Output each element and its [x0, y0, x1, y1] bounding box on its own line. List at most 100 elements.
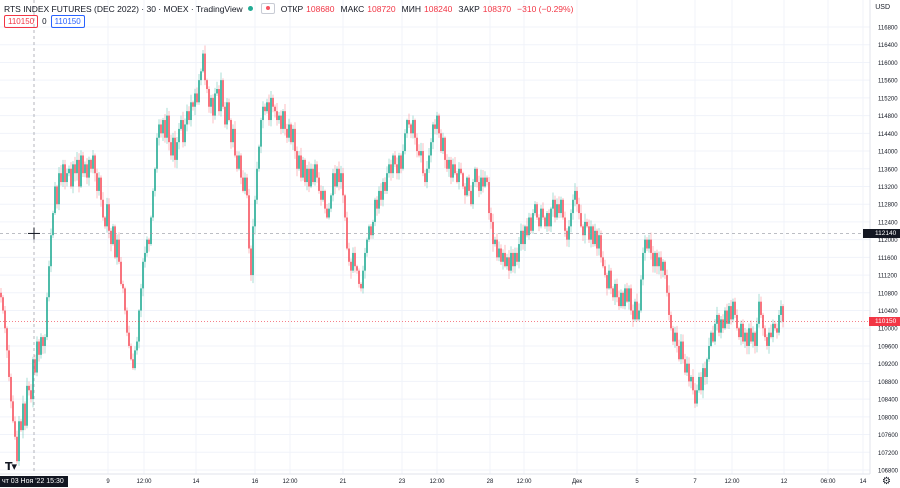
time-tick-label: 7	[693, 479, 697, 485]
candle-body	[254, 199, 256, 227]
candle-body	[230, 120, 232, 143]
candle-body	[734, 301, 736, 315]
price-tick-label: 116800	[878, 26, 898, 32]
candle-body	[292, 128, 294, 143]
candle-body	[670, 314, 672, 329]
candle-body	[168, 115, 170, 143]
candle-body	[626, 288, 628, 302]
candle-body	[362, 270, 364, 289]
candle-body	[610, 270, 612, 289]
candle-body	[294, 128, 296, 152]
candle-body	[546, 213, 548, 227]
time-tick-label: 12	[781, 479, 788, 485]
time-axis[interactable]: 9 12:00 14 16 12:00 21 23 12:00 28 12:00 Дек 5 7 12:0…	[0, 473, 870, 485]
candle-body	[196, 93, 198, 103]
candle-body	[160, 124, 162, 134]
candle-body	[534, 204, 536, 214]
candle-body	[636, 301, 638, 320]
visibility-toggle-icon[interactable]	[260, 3, 275, 14]
candle-body	[150, 217, 152, 245]
gear-icon[interactable]: ⚙	[882, 476, 891, 487]
candle-body	[496, 239, 498, 258]
candle-body	[156, 137, 158, 169]
crosshair-time-badge: чт 03 Ноя '22 15:30	[0, 476, 68, 487]
candle-body	[736, 314, 738, 329]
candle-body	[158, 124, 160, 138]
candle-body	[418, 151, 420, 156]
time-tick-label: 06:00	[820, 479, 836, 485]
open-label: ОТКР	[280, 3, 304, 14]
candle-body	[690, 376, 692, 382]
candle-body	[440, 133, 442, 152]
market-status-dot	[247, 6, 253, 11]
candle-body	[722, 319, 724, 329]
time-tick-label: 12:00	[282, 479, 298, 485]
candle-body	[504, 252, 506, 267]
candle-body	[434, 124, 436, 129]
candle-body	[10, 376, 12, 402]
candle-body	[264, 106, 266, 112]
buy-button[interactable]: 110150	[50, 15, 85, 28]
candle-body	[86, 164, 88, 178]
candle-body	[256, 168, 258, 200]
candle-body	[252, 226, 254, 276]
candle-body	[68, 168, 70, 174]
candle-body	[624, 288, 626, 307]
sell-button[interactable]: 110150	[4, 15, 39, 28]
candles-layer	[0, 45, 784, 466]
currency-label[interactable]: USD	[875, 4, 890, 11]
candle-body	[694, 390, 696, 404]
price-tick-label: 113600	[878, 167, 898, 173]
candle-body	[700, 376, 702, 391]
candle-body	[282, 111, 284, 129]
candle-body	[120, 261, 122, 284]
candle-body	[276, 111, 278, 121]
time-tick-label: 14	[860, 479, 867, 485]
candle-body	[390, 164, 392, 174]
candle-body	[726, 310, 728, 324]
candle-body	[266, 102, 268, 112]
candle-body	[342, 173, 344, 196]
price-axis[interactable]: 116800 116400 116000 115600 115200 114800 1144…	[869, 0, 899, 475]
candle-body	[190, 102, 192, 121]
candle-body	[170, 142, 172, 156]
candle-body	[704, 368, 706, 377]
candle-body	[672, 328, 674, 342]
candle-body	[50, 235, 52, 267]
candle-body	[244, 177, 246, 191]
candle-body	[776, 328, 778, 333]
candle-body	[500, 248, 502, 262]
candle-body	[638, 310, 640, 320]
candle-body	[400, 155, 402, 169]
candle-body	[590, 226, 592, 240]
candle-body	[180, 120, 182, 129]
candle-body	[570, 213, 572, 227]
time-tick-label: 14	[193, 479, 200, 485]
tradingview-logo-icon[interactable]: T▾	[5, 460, 17, 473]
candle-body	[358, 270, 360, 284]
candle-body	[482, 177, 484, 187]
candle-body	[578, 204, 580, 214]
candle-body	[34, 359, 36, 373]
candle-body	[656, 252, 658, 267]
candle-body	[8, 350, 10, 377]
candle-body	[222, 80, 224, 107]
candle-body	[134, 350, 136, 369]
candle-body	[404, 133, 406, 152]
candle-body	[352, 252, 354, 271]
candle-body	[166, 115, 168, 138]
candle-body	[758, 301, 760, 324]
candle-body	[118, 239, 120, 262]
candle-body	[748, 328, 750, 346]
candle-body	[32, 359, 34, 400]
candle-body	[548, 213, 550, 227]
candle-body	[752, 332, 754, 342]
candle-body	[64, 164, 66, 183]
candle-body	[54, 186, 56, 214]
candle-body	[330, 195, 332, 209]
price-tick-label: 109600	[878, 344, 899, 350]
candle-body	[324, 190, 326, 209]
candle-body	[444, 137, 446, 160]
symbol-title[interactable]: RTS INDEX FUTURES (DEC 2022) · 30 · MOEX…	[4, 3, 243, 14]
